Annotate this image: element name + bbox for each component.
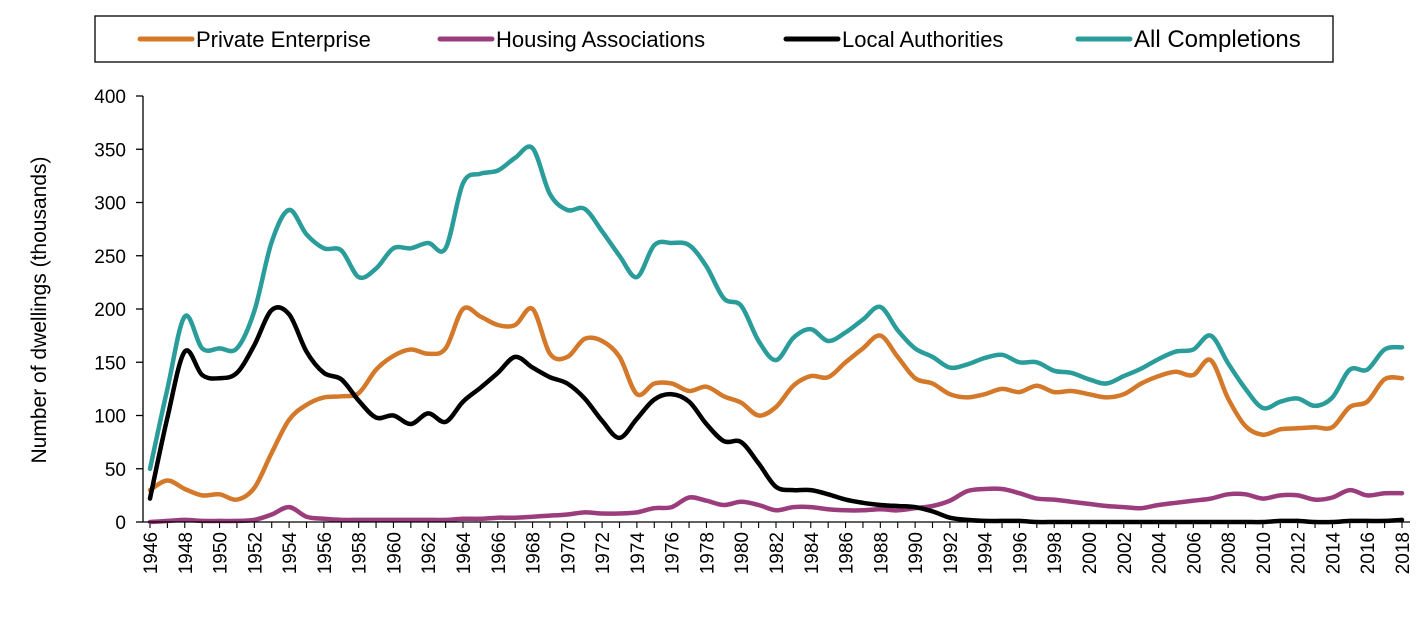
y-tick-label: 150 xyxy=(94,353,126,374)
x-tick-label: 1960 xyxy=(384,532,405,574)
y-axis-title: Number of dwellings (thousands) xyxy=(28,157,51,464)
x-tick-label: 1958 xyxy=(350,532,371,574)
x-tick-label: 1996 xyxy=(1010,532,1031,574)
legend-item-all-completions: All Completions xyxy=(1075,26,1301,53)
x-tick-label: 1966 xyxy=(489,532,510,574)
x-axis-ticks: 1946 1948 1950 1952 1954 1956 1958 1960 1962 1964… xyxy=(141,522,1414,574)
x-tick-label: 2002 xyxy=(1115,532,1136,574)
x-tick-label: 1992 xyxy=(941,532,962,574)
legend-label: Private Enterprise xyxy=(196,27,371,52)
y-axis-ticks: 0 50 100 150 200 250 300 350 400 xyxy=(94,87,143,534)
legend-item-housing-associations: Housing Associations xyxy=(437,27,705,52)
y-tick-label: 300 xyxy=(94,194,126,215)
x-tick-label: 1972 xyxy=(593,532,614,574)
x-tick-label: 2012 xyxy=(1289,532,1310,574)
legend-items: Private Enterprise Housing Associations Lo… xyxy=(137,26,1301,53)
legend-label: Housing Associations xyxy=(496,27,705,52)
x-tick-label: 2000 xyxy=(1080,532,1101,574)
x-tick-label: 1970 xyxy=(558,532,579,574)
x-tick-label: 1988 xyxy=(871,532,892,574)
legend-label: All Completions xyxy=(1134,26,1301,53)
legend-label: Local Authorities xyxy=(842,27,1003,52)
x-tick-label: 1956 xyxy=(315,532,336,574)
x-tick-label: 2006 xyxy=(1184,532,1205,574)
x-tick-label: 1998 xyxy=(1045,532,1066,574)
x-tick-label: 1978 xyxy=(697,532,718,574)
x-tick-label: 2014 xyxy=(1323,532,1344,575)
series-line-private-enterprise xyxy=(147,305,1405,502)
legend: Private Enterprise Housing Associations Lo… xyxy=(94,15,1334,63)
series-line-all-completions xyxy=(147,144,1405,472)
x-tick-label: 2016 xyxy=(1358,532,1379,574)
x-tick-label: 1980 xyxy=(732,532,753,574)
y-tick-label: 200 xyxy=(94,300,126,321)
y-tick-label: 350 xyxy=(94,140,126,161)
x-tick-label: 1964 xyxy=(454,532,475,575)
series-line-housing-associations xyxy=(147,486,1405,525)
x-tick-label: 1954 xyxy=(280,532,301,575)
y-tick-label: 0 xyxy=(115,513,126,534)
x-tick-label: 1984 xyxy=(802,532,823,575)
x-tick-label: 1994 xyxy=(976,532,997,575)
x-tick-label: 1948 xyxy=(176,532,197,574)
x-tick-label: 1952 xyxy=(245,532,266,574)
x-tick-label: 1974 xyxy=(628,532,649,575)
x-tick-label: 1968 xyxy=(524,532,545,574)
x-tick-label: 1982 xyxy=(767,532,788,574)
x-tick-label: 1976 xyxy=(663,532,684,574)
x-tick-label: 2008 xyxy=(1219,532,1240,574)
legend-item-local-authorities: Local Authorities xyxy=(783,27,1003,52)
y-tick-label: 400 xyxy=(94,87,126,108)
y-tick-label: 100 xyxy=(94,407,126,428)
legend-item-private-enterprise: Private Enterprise xyxy=(137,27,371,52)
y-tick-label: 50 xyxy=(105,460,126,481)
x-tick-label: 2004 xyxy=(1150,532,1171,575)
x-tick-label: 1990 xyxy=(906,532,927,574)
x-tick-label: 2018 xyxy=(1393,532,1414,574)
x-tick-label: 2010 xyxy=(1254,532,1275,574)
x-tick-label: 1950 xyxy=(211,532,232,574)
x-tick-label: 1946 xyxy=(141,532,162,574)
x-tick-label: 1962 xyxy=(419,532,440,574)
series-lines xyxy=(147,144,1405,525)
y-tick-label: 250 xyxy=(94,247,126,268)
x-tick-label: 1986 xyxy=(837,532,858,574)
